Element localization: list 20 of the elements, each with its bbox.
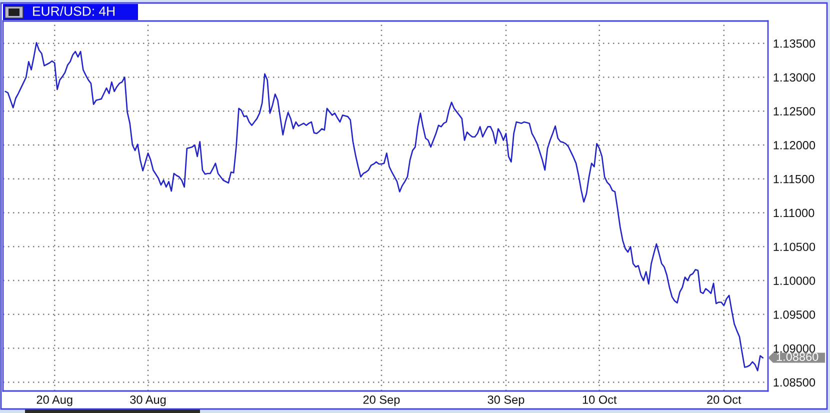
line-series [4,42,764,372]
y-tick-label: 1.09500 [774,310,816,319]
chart-title: EUR/USD: 4H [33,6,115,16]
x-tick-label: 20 Aug [36,395,72,406]
text: 1.08860 [776,352,818,361]
x-tick-label: 30 Aug [130,395,166,406]
y-tick-label: 1.13000 [774,73,816,82]
x-tick-label: 20 Oct [707,395,742,404]
x-tick-label: 20 Sep [363,395,400,406]
x-tick-label: 30 Sep [488,395,524,406]
y-tick-label: 1.13500 [774,39,816,48]
y-tick-label: 1.12000 [774,141,816,150]
y-tick-label: 1.12500 [774,107,816,116]
y-tick-label: 1.08500 [774,378,816,387]
y-tick-label: 1.11500 [774,174,814,184]
y-tick-label: 1.11000 [774,208,814,218]
x-tick-label: 10 Oct [582,395,617,404]
y-tick-label: 1.09000 [774,344,816,353]
y-tick-label: 1.10000 [774,276,816,285]
y-tick-label: 1.10500 [774,242,816,252]
